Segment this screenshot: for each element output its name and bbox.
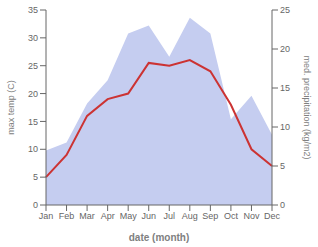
svg-text:35: 35 <box>28 5 38 15</box>
svg-text:date (month): date (month) <box>129 232 190 243</box>
svg-text:25: 25 <box>28 61 38 71</box>
svg-text:Dec: Dec <box>264 211 281 221</box>
svg-text:5: 5 <box>33 172 38 182</box>
svg-text:Jan: Jan <box>39 211 54 221</box>
svg-text:Sep: Sep <box>202 211 218 221</box>
svg-text:max temp (C): max temp (C) <box>6 80 16 135</box>
svg-text:Oct: Oct <box>224 211 239 221</box>
svg-text:Nov: Nov <box>243 211 260 221</box>
svg-text:20: 20 <box>280 44 290 54</box>
svg-text:15: 15 <box>28 117 38 127</box>
svg-text:Mar: Mar <box>79 211 95 221</box>
svg-text:15: 15 <box>280 83 290 93</box>
svg-text:20: 20 <box>28 89 38 99</box>
svg-text:5: 5 <box>280 161 285 171</box>
svg-text:10: 10 <box>28 144 38 154</box>
svg-text:30: 30 <box>28 33 38 43</box>
svg-text:Feb: Feb <box>59 211 75 221</box>
svg-text:25: 25 <box>280 5 290 15</box>
svg-text:med. precipitation (kg/m2): med. precipitation (kg/m2) <box>302 55 312 159</box>
svg-text:May: May <box>120 211 138 221</box>
svg-text:0: 0 <box>33 200 38 210</box>
svg-text:Apr: Apr <box>101 211 115 221</box>
svg-text:Jul: Jul <box>164 211 176 221</box>
svg-text:Aug: Aug <box>182 211 198 221</box>
svg-text:Jun: Jun <box>141 211 156 221</box>
svg-text:0: 0 <box>280 200 285 210</box>
svg-text:10: 10 <box>280 122 290 132</box>
